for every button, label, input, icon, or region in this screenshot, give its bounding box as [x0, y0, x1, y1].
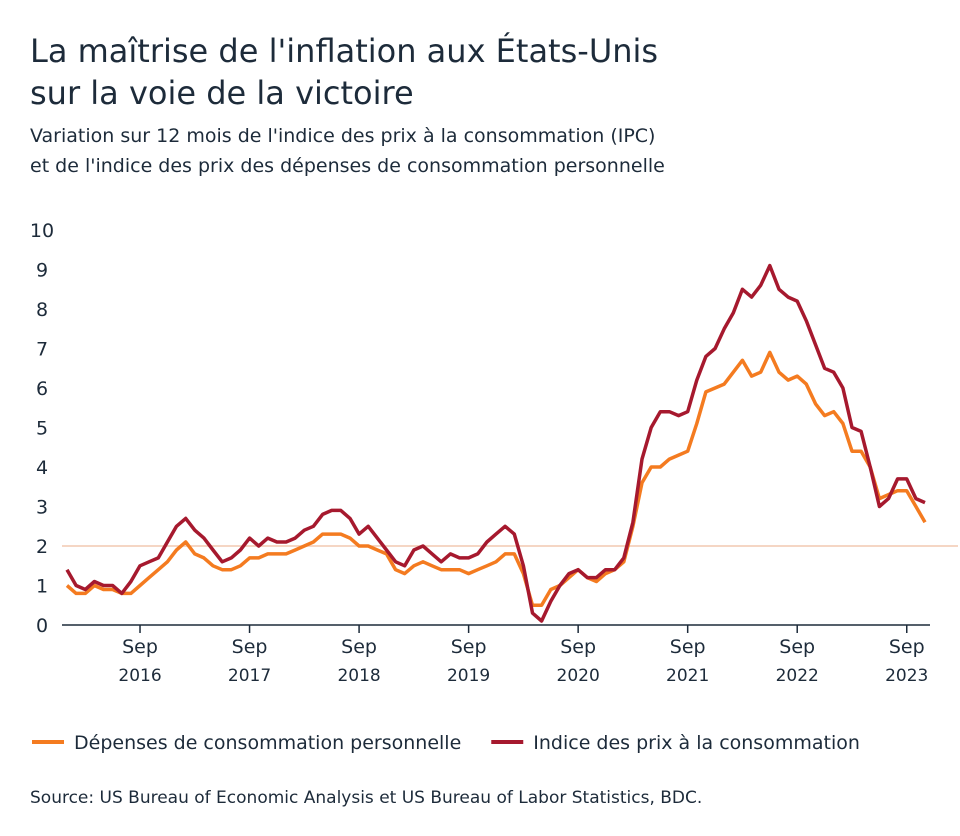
y-tick-label: 2 — [36, 536, 48, 558]
y-tick-label: 3 — [36, 497, 48, 519]
series-line — [65, 263, 926, 623]
y-tick-label: 10 — [30, 220, 54, 242]
y-tick-label: 8 — [36, 299, 48, 321]
x-tick-label: Sep 2016 — [118, 636, 161, 686]
series-line — [65, 350, 927, 608]
source: Source: US Bureau of Economic Analysis e… — [30, 788, 702, 808]
y-tick-label: 7 — [36, 339, 48, 361]
y-tick-label: 9 — [36, 260, 48, 282]
legend-label: Indice des prix à la consommation — [533, 732, 860, 754]
x-tick-label: Sep 2020 — [557, 636, 600, 686]
x-tick-label: Sep 2023 — [885, 636, 928, 686]
x-tick-label: Sep 2022 — [776, 636, 819, 686]
chart-title: La maîtrise de l'inflation aux États-Uni… — [30, 32, 658, 70]
legend-label: Dépenses de consommation personnelle — [74, 732, 461, 754]
y-tick-label: 5 — [36, 418, 48, 440]
chart-subtitle: Variation sur 12 mois de l'indice des pr… — [30, 125, 655, 147]
y-tick-label: 0 — [36, 615, 48, 637]
chart-subtitle: et de l'indice des prix des dépenses de … — [30, 155, 665, 177]
x-tick-label: Sep 2019 — [447, 636, 490, 686]
y-tick-label: 4 — [36, 457, 48, 479]
y-tick-label: 6 — [36, 378, 48, 400]
x-tick-label: Sep 2018 — [337, 636, 380, 686]
y-tick-label: 1 — [36, 576, 48, 598]
x-tick-label: Sep 2021 — [666, 636, 709, 686]
x-tick-label: Sep 2017 — [228, 636, 271, 686]
chart-title: sur la voie de la victoire — [30, 74, 414, 112]
